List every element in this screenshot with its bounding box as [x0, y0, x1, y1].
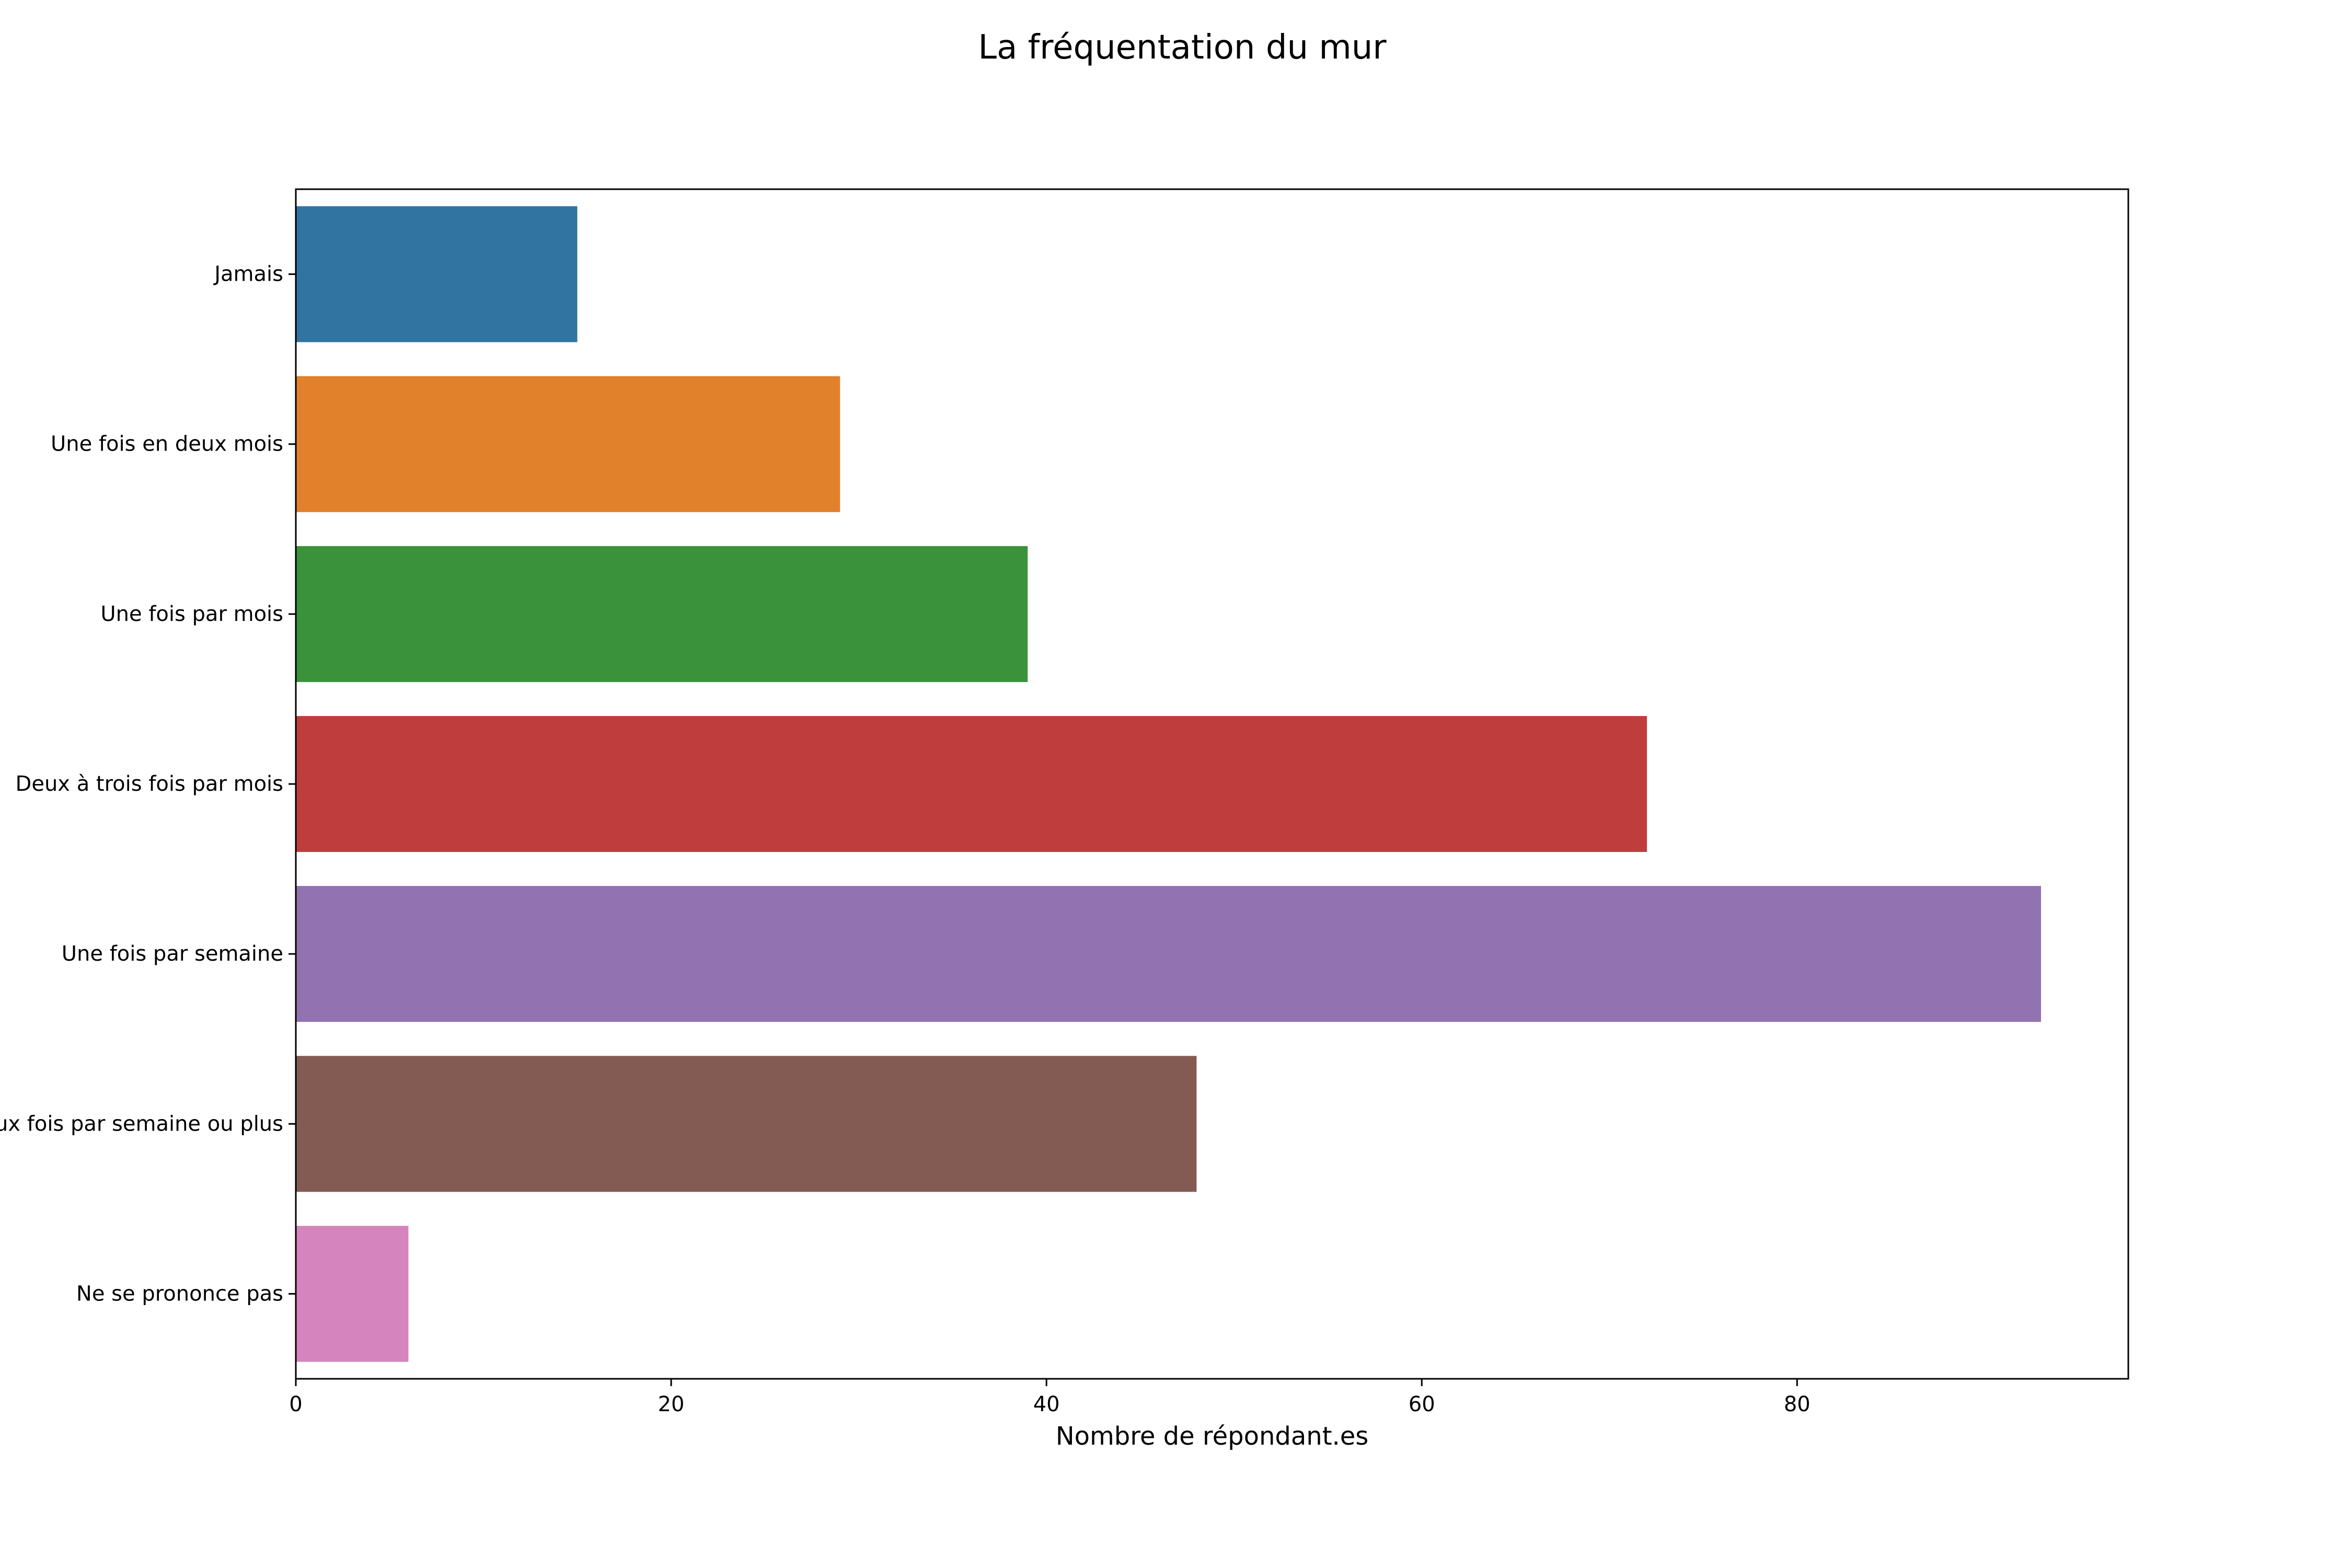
- y-tick-label: Une fois par semaine: [62, 942, 283, 966]
- bar: [296, 1056, 1197, 1192]
- y-tick-label: Jamais: [213, 262, 283, 286]
- x-tick-label: 0: [289, 1392, 302, 1416]
- chart-title: La fréquentation du mur: [978, 28, 1387, 67]
- bar: [296, 206, 578, 342]
- bar: [296, 546, 1028, 682]
- bar: [296, 1226, 409, 1362]
- y-tick-label: Ne se prononce pas: [76, 1282, 283, 1306]
- bar: [296, 716, 1647, 852]
- plot-frame: [295, 188, 2129, 1380]
- bars-group: [296, 206, 2042, 1362]
- bar: [296, 376, 840, 512]
- y-tick-label: Deux fois par semaine ou plus: [0, 1112, 283, 1136]
- y-tick-label: Une fois par mois: [100, 602, 283, 626]
- y-tick-label: Deux à trois fois par mois: [16, 772, 283, 796]
- x-tick-label: 20: [658, 1392, 685, 1416]
- y-tick-label: Une fois en deux mois: [51, 432, 283, 456]
- x-tick-label: 60: [1409, 1392, 1435, 1416]
- x-tick-label: 80: [1784, 1392, 1811, 1416]
- bar: [296, 886, 2042, 1022]
- x-axis-label: Nombre de répondant.es: [1056, 1422, 1369, 1451]
- y-axis: Jamais Une fois en deux mois Une fois par …: [0, 262, 296, 1306]
- x-axis: 0 20 40 60 80: [289, 1379, 1811, 1416]
- x-tick-label: 40: [1033, 1392, 1060, 1416]
